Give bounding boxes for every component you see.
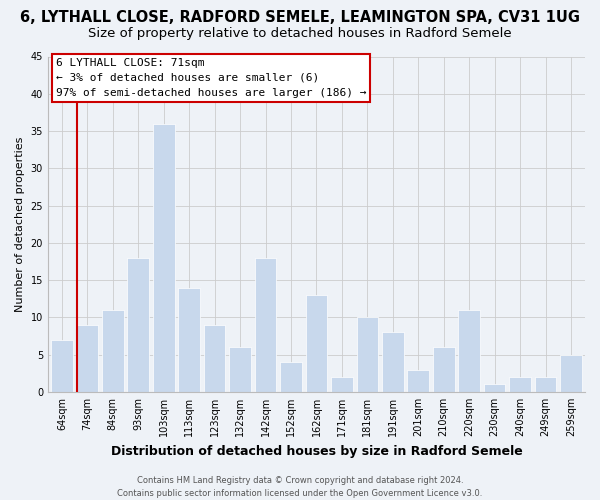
Bar xyxy=(127,258,149,392)
Bar xyxy=(153,124,175,392)
Bar xyxy=(458,310,480,392)
Text: 6, LYTHALL CLOSE, RADFORD SEMELE, LEAMINGTON SPA, CV31 1UG: 6, LYTHALL CLOSE, RADFORD SEMELE, LEAMIN… xyxy=(20,10,580,25)
Bar xyxy=(356,318,378,392)
X-axis label: Distribution of detached houses by size in Radford Semele: Distribution of detached houses by size … xyxy=(110,444,523,458)
Bar xyxy=(280,362,302,392)
Bar xyxy=(77,325,98,392)
Bar xyxy=(535,377,556,392)
Bar xyxy=(229,347,251,392)
Text: Contains HM Land Registry data © Crown copyright and database right 2024.
Contai: Contains HM Land Registry data © Crown c… xyxy=(118,476,482,498)
Text: 6 LYTHALL CLOSE: 71sqm
← 3% of detached houses are smaller (6)
97% of semi-detac: 6 LYTHALL CLOSE: 71sqm ← 3% of detached … xyxy=(56,58,367,98)
Bar xyxy=(255,258,277,392)
Bar xyxy=(102,310,124,392)
Bar xyxy=(509,377,531,392)
Bar xyxy=(484,384,505,392)
Bar xyxy=(305,295,327,392)
Bar xyxy=(204,325,226,392)
Y-axis label: Number of detached properties: Number of detached properties xyxy=(15,136,25,312)
Bar xyxy=(178,288,200,392)
Bar xyxy=(331,377,353,392)
Bar xyxy=(407,370,429,392)
Bar xyxy=(382,332,404,392)
Text: Size of property relative to detached houses in Radford Semele: Size of property relative to detached ho… xyxy=(88,28,512,40)
Bar xyxy=(560,354,582,392)
Bar xyxy=(433,347,455,392)
Bar xyxy=(51,340,73,392)
